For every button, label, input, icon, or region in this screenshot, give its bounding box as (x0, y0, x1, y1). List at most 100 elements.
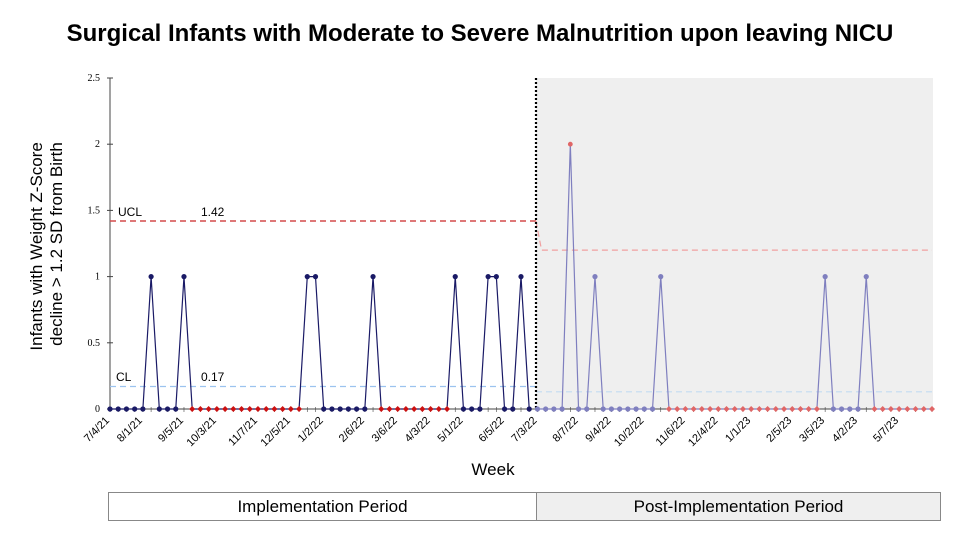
implementation-series-point (140, 406, 146, 412)
post-period-shading (536, 78, 933, 409)
implementation-series-point (164, 406, 171, 412)
implementation-series-point (148, 274, 154, 280)
implementation-series-point (287, 406, 294, 412)
post-implementation-series-point (838, 406, 845, 412)
implementation-series-point (238, 406, 245, 412)
post-implementation-series-point (592, 274, 598, 280)
implementation-series-point (427, 406, 434, 412)
post-implementation-series-point (608, 406, 615, 412)
post-implementation-series-point (863, 274, 869, 280)
implementation-series-point (132, 406, 138, 412)
post-implementation-series-point (534, 406, 541, 412)
implementation-series-point (452, 274, 458, 280)
post-implementation-series-point (658, 274, 664, 280)
implementation-series-point (386, 406, 393, 412)
y-axis-label: Infants with Weight Z-Score decline > 1.… (27, 137, 66, 350)
chart-title: Surgical Infants with Moderate to Severe… (67, 20, 894, 47)
x-tick-label: 12/4/22 (686, 415, 720, 449)
implementation-series-point (263, 406, 270, 412)
implementation-period-box: Implementation Period (108, 492, 537, 521)
implementation-series-point (296, 406, 303, 412)
implementation-series-point (444, 406, 451, 412)
implementation-series-point (107, 406, 113, 412)
implementation-series-point (254, 406, 261, 412)
x-tick-label: 8/7/22 (551, 415, 581, 445)
post-implementation-series-point (731, 406, 738, 412)
implementation-series-point (181, 274, 187, 280)
implementation-series-point (222, 406, 229, 412)
y-tick-label: 1 (95, 272, 100, 283)
post-implementation-series-point (723, 406, 730, 412)
implementation-period-label: Implementation Period (237, 496, 408, 516)
implementation-series-point (354, 406, 360, 412)
implementation-series-point (329, 406, 335, 412)
implementation-series-point (411, 406, 418, 412)
post-implementation-series-point (797, 406, 804, 412)
post-implementation-series-point (559, 406, 565, 412)
post-implementation-series-point (698, 406, 705, 412)
post-implementation-series-point (674, 406, 681, 412)
y-axis-label-line-1: Infants with Weight Z-Score (27, 142, 46, 351)
post-implementation-series-point (764, 406, 771, 412)
ucl-label: UCL (118, 205, 142, 219)
implementation-series-point (337, 406, 343, 412)
x-tick-label: 11/6/22 (654, 415, 688, 449)
implementation-series-point (501, 406, 508, 412)
post-implementation-series-point (600, 406, 606, 412)
post-implementation-series-point (756, 406, 763, 412)
post-implementation-series-point (847, 406, 853, 412)
post-implementation-series-point (822, 274, 828, 280)
implementation-series-point (173, 406, 179, 412)
x-tick-label: 7/3/22 (509, 415, 539, 445)
implementation-series-point (345, 406, 351, 412)
y-tick-label: 0.5 (88, 338, 101, 349)
x-tick-label: 7/4/21 (82, 415, 112, 445)
x-tick-label: 6/5/22 (477, 415, 507, 445)
implementation-series-point (526, 406, 532, 412)
implementation-series-point (205, 406, 212, 412)
y-tick-label: 1.5 (88, 205, 101, 216)
x-tick-label: 2/5/23 (764, 415, 794, 445)
implementation-series-point (518, 274, 524, 280)
implementation-series-line (110, 276, 530, 410)
implementation-series-point (197, 406, 204, 412)
implementation-series-point (115, 406, 121, 412)
x-tick-label: 4/2/23 (830, 415, 860, 445)
x-tick-label: 11/7/21 (226, 415, 260, 449)
post-implementation-series-point (575, 406, 582, 412)
implementation-series-point (321, 406, 327, 412)
post-implementation-series-point (715, 406, 722, 412)
post-implementation-series-point (929, 406, 935, 412)
implementation-series-point (370, 274, 376, 280)
y-tick-label: 0 (95, 404, 100, 415)
x-tick-label: 9/5/21 (156, 415, 186, 445)
x-tick-label: 10/2/22 (612, 415, 646, 449)
y-tick-label: 2 (95, 139, 100, 150)
spc-chart: Surgical Infants with Moderate to Severe… (27, 20, 935, 479)
implementation-series-point (230, 406, 237, 412)
post-implementation-series-point (543, 406, 549, 412)
x-tick-label: 12/5/21 (259, 415, 293, 449)
post-implementation-period-label: Post-Implementation Period (633, 496, 844, 516)
post-implementation-series-point (649, 406, 656, 412)
post-implementation-series-point (904, 406, 911, 412)
implementation-series-point (485, 274, 491, 280)
post-implementation-series-point (665, 406, 672, 412)
post-implementation-series-point (830, 406, 836, 412)
post-implementation-series-point (879, 406, 886, 412)
post-implementation-series-point (641, 406, 647, 412)
y-axis-label-line-2: decline > 1.2 SD from Birth (47, 142, 66, 346)
post-implementation-series-point (912, 406, 919, 412)
x-tick-label: 10/3/21 (185, 415, 219, 449)
x-tick-label: 2/6/22 (337, 415, 367, 445)
x-tick-label: 3/5/23 (797, 415, 827, 445)
cl-value-label: 0.17 (201, 370, 225, 384)
x-tick-label: 9/4/22 (583, 415, 613, 445)
post-implementation-series-point (617, 406, 623, 412)
x-tick-label: 4/3/22 (403, 415, 433, 445)
post-implementation-series-point (772, 406, 779, 412)
cl-label: CL (116, 370, 132, 384)
implementation-series-point (213, 406, 220, 412)
implementation-series-point (312, 274, 319, 280)
post-implementation-series-point (690, 406, 697, 412)
